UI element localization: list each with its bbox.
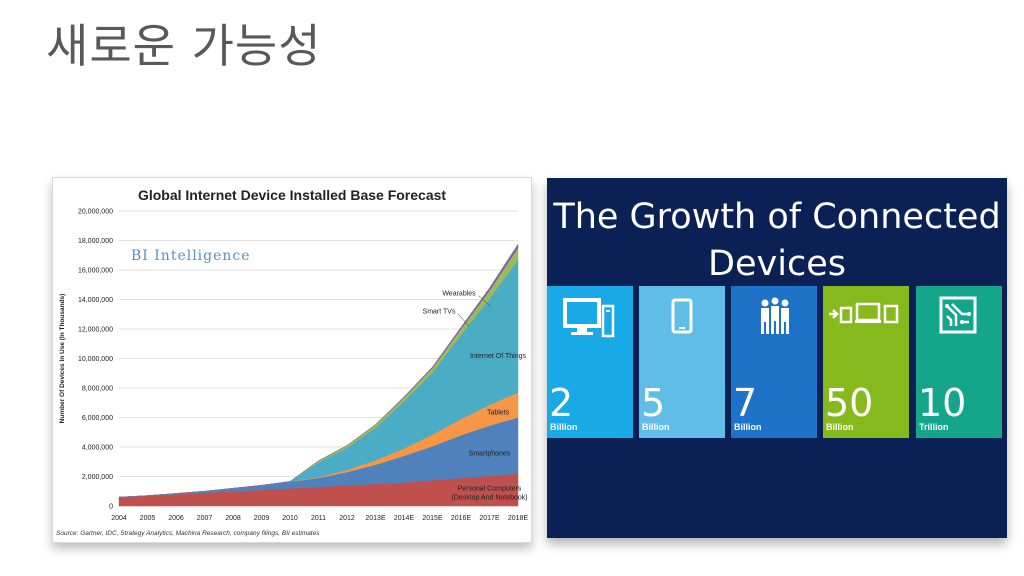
stat-tile: 7 Billion (731, 286, 817, 438)
tile-unit: Billion (734, 422, 762, 432)
x-tick-label: 2015E (422, 515, 443, 522)
x-tick-label: 2008 (225, 515, 241, 522)
y-tick-label: 16,000,000 (78, 268, 113, 275)
y-tick-label: 6,000,000 (82, 415, 113, 422)
smartphone-icon (639, 294, 725, 342)
chart-plot: 0 2,000,000 4,000,000 6,000,000 8,000,000 10,… (59, 209, 529, 523)
series-label: (Desktop And Notebook) (451, 494, 527, 501)
tile-unit: Billion (826, 422, 854, 432)
series-label: Internet Of Things (470, 353, 526, 360)
chip-icon (916, 294, 1002, 342)
series-label: Wearables (442, 291, 476, 298)
panel-title-line2: Devices (708, 244, 846, 284)
x-tick-label: 2016E (451, 515, 472, 522)
stat-tile: 5 Billion (639, 286, 725, 438)
y-tick-label: 4,000,000 (82, 445, 113, 452)
chart-title: Global Internet Device Installed Base Fo… (137, 187, 447, 203)
series-label: Smartphones (469, 451, 511, 458)
y-tick-label: 10,000,000 (78, 356, 113, 363)
panel-title-line1: The Growth of Connected (553, 197, 1001, 237)
y-tick-label: 2,000,000 (82, 474, 113, 481)
wearables-leader-line (478, 295, 491, 307)
y-tick-label: 18,000,000 (78, 238, 113, 245)
y-axis-label: Number Of Devices In Use (In Thousands) (59, 294, 66, 424)
y-tick-label: 14,000,000 (78, 297, 113, 304)
stat-tile: 10 Trillion (916, 286, 1002, 438)
x-tick-label: 2007 (197, 515, 213, 522)
tile-value: 7 (733, 381, 758, 425)
x-tick-label: 2017E (479, 515, 500, 522)
panel-title: The Growth of Connected Devices (547, 194, 1007, 288)
tile-unit: Billion (550, 422, 578, 432)
computer-icon (547, 294, 633, 342)
chart-watermark: BI Intelligence (131, 248, 251, 264)
tile-value: 10 (918, 381, 967, 425)
x-tick-label: 2014E (394, 515, 415, 522)
chart-source: Source: Gartner, IDC, Strategy Analytics… (56, 530, 320, 537)
x-tick-label: 2012 (339, 515, 355, 522)
x-tick-label: 2004 (111, 515, 127, 522)
series-label: Personal Computers (458, 485, 522, 492)
stat-tile: 2 Billion (547, 286, 633, 438)
y-tick-label: 0 (109, 504, 113, 511)
slide-title: 새로운 가능성 (46, 19, 322, 73)
x-tick-label: 2010 (282, 515, 298, 522)
tile-value: 2 (549, 381, 574, 425)
series-label: Tablets (487, 410, 510, 417)
tile-unit: Billion (642, 422, 670, 432)
area-wearables (118, 243, 519, 498)
x-tick-label: 2006 (168, 515, 184, 522)
y-tick-label: 12,000,000 (78, 327, 113, 334)
device-forecast-chart: Global Internet Device Installed Base Fo… (52, 177, 532, 543)
x-tick-label: 2018E (508, 515, 529, 522)
connected-devices-panel: The Growth of Connected Devices 2 Billion… (547, 178, 1007, 538)
tile-value: 50 (825, 381, 874, 425)
people-icon (731, 294, 817, 342)
y-tick-label: 20,000,000 (78, 209, 113, 216)
y-tick-label: 8,000,000 (82, 386, 113, 393)
x-tick-label: 2009 (254, 515, 270, 522)
stat-tile: 50 Billion (823, 286, 909, 438)
x-tick-label: 2005 (140, 515, 156, 522)
tile-unit: Trillion (919, 422, 949, 432)
x-tick-label: 2011 (311, 515, 326, 522)
x-tick-label: 2013E (365, 515, 386, 522)
devices-icon (823, 294, 909, 342)
smart-tvs-leader-line (457, 313, 470, 327)
series-label: Smart TVs (423, 309, 456, 316)
tile-value: 5 (641, 381, 666, 425)
